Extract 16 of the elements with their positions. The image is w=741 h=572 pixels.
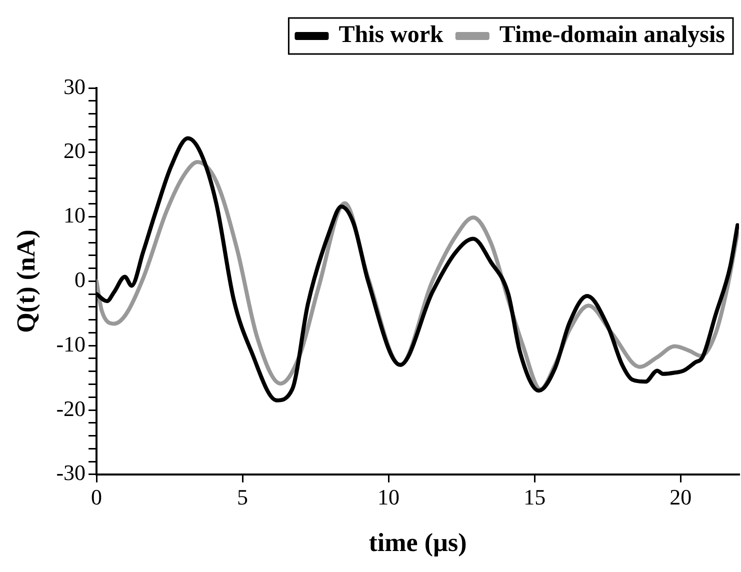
y-tick-label: 0: [74, 266, 86, 292]
y-axis-title: Q(t) (nA): [11, 230, 40, 333]
x-tick-label: 15: [524, 484, 546, 510]
y-tick-label: -30: [56, 460, 86, 486]
y-tick-label: 10: [64, 202, 86, 228]
x-axis-title: time (µs): [368, 528, 467, 558]
y-tick-label: 30: [64, 74, 86, 99]
y-tick-label: 20: [64, 138, 86, 164]
y-tick-label: -10: [56, 331, 86, 356]
legend-label: This work: [338, 22, 444, 48]
x-tick-label: 5: [237, 484, 248, 510]
x-tick-label: 20: [670, 484, 692, 510]
legend-label: Time-domain analysis: [499, 22, 726, 48]
x-tick-label: 0: [91, 484, 102, 510]
x-tick-label: 10: [378, 484, 400, 510]
y-tick-label: -20: [56, 396, 86, 421]
